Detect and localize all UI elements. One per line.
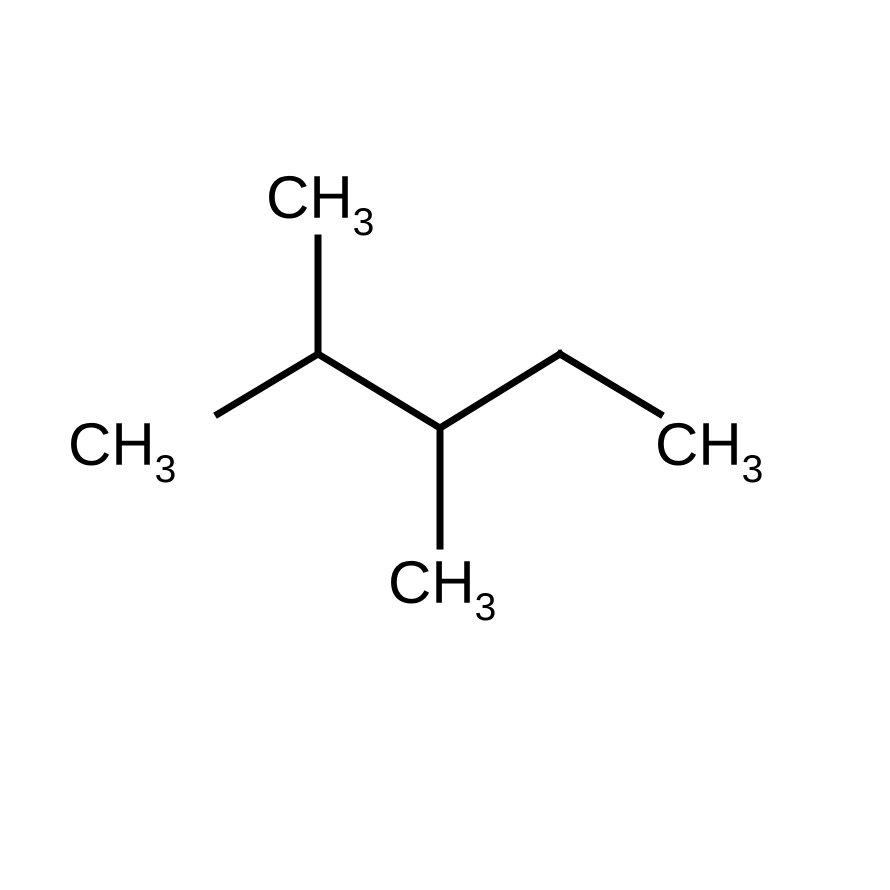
label-text: CH [266,164,353,231]
chemical-structure-diagram: CH3 CH3 CH3 CH3 [0,0,890,890]
label-sub: 3 [155,448,177,491]
label-sub: 3 [353,201,375,244]
label-sub: 3 [742,448,764,491]
ch3-right-label: CH3 [655,410,763,488]
label-text: CH [655,411,742,478]
ch3-bottom-label: CH3 [388,548,496,626]
ch3-top-label: CH3 [266,163,374,241]
label-text: CH [388,549,475,616]
label-text: CH [68,411,155,478]
label-sub: 3 [475,586,497,629]
ch3-left-label: CH3 [68,410,176,488]
